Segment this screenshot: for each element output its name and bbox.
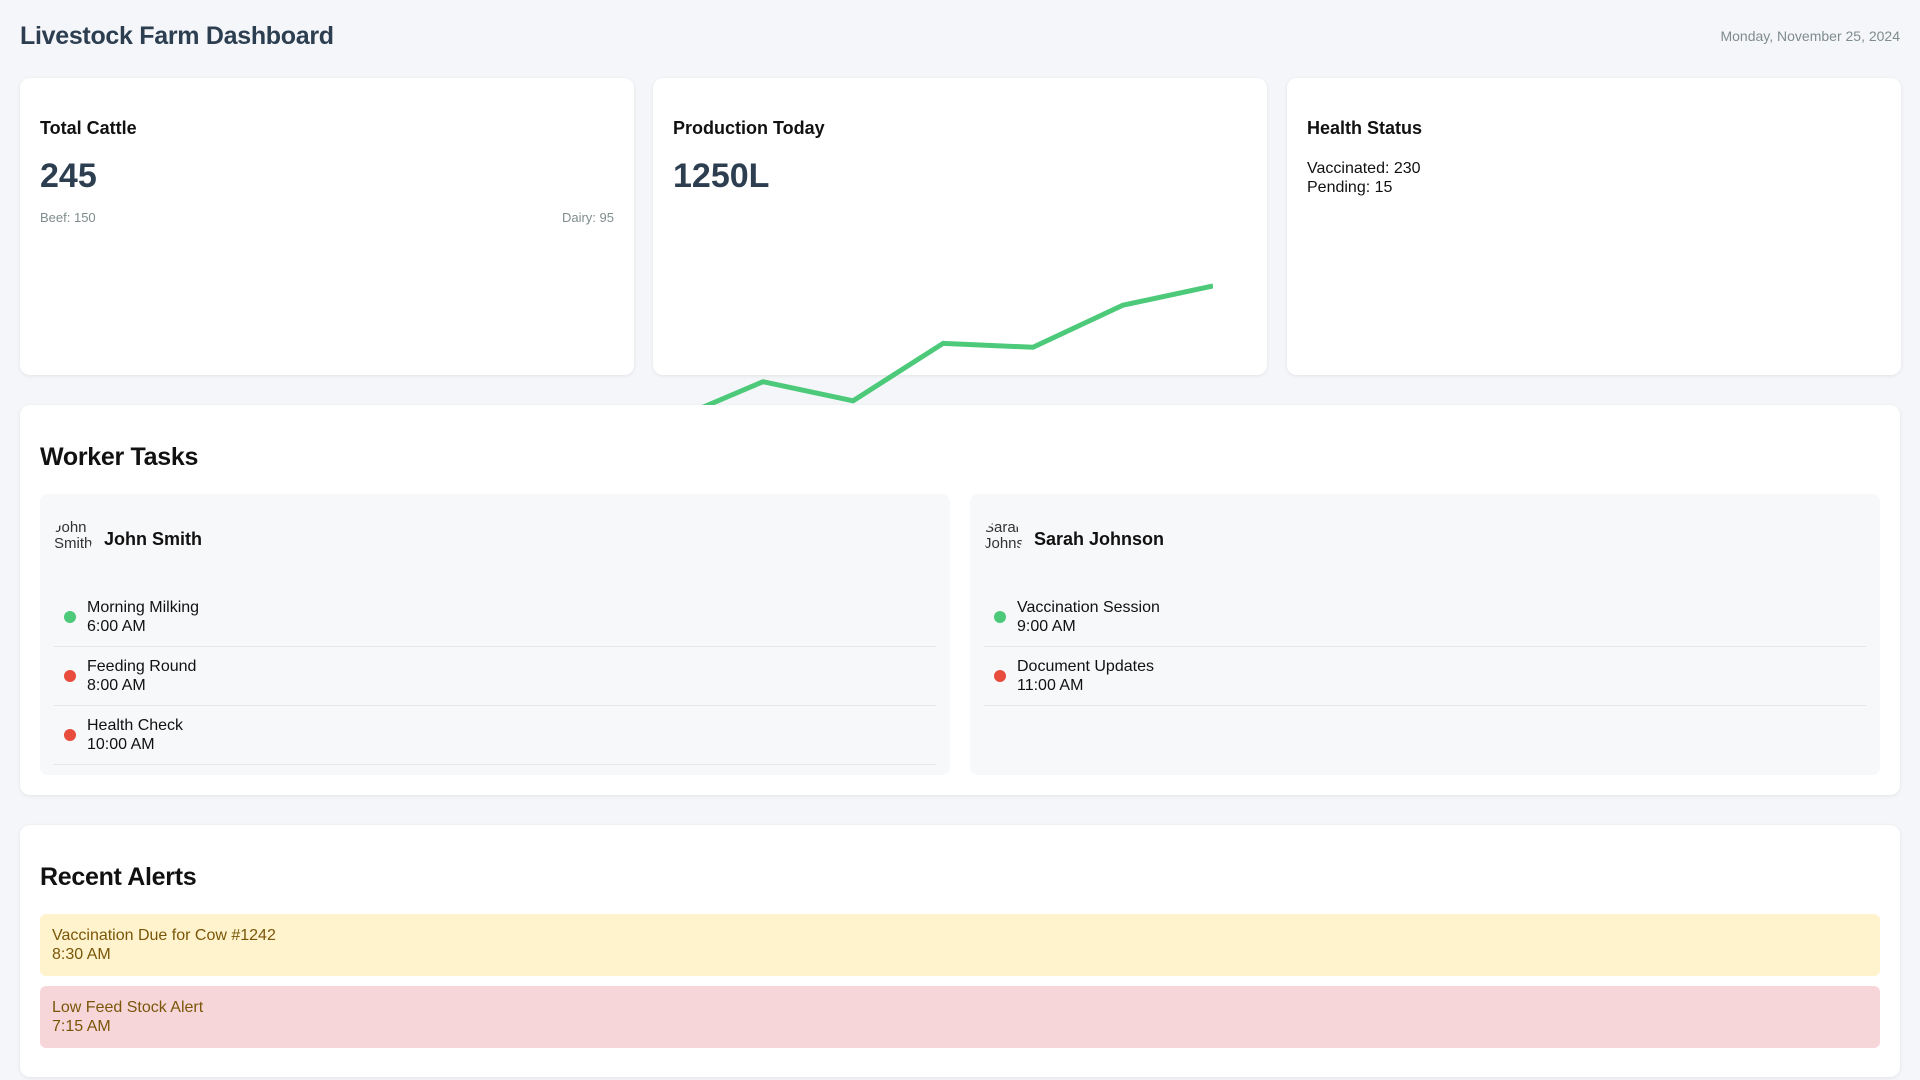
task-item[interactable]: Feeding Round 8:00 AM [54,647,936,706]
health-status-card: Health Status Vaccinated: 230 Pending: 1… [1287,78,1901,375]
task-time: 9:00 AM [1017,618,1076,635]
worker-card: John Smith John Smith Morning Milking 6:00 … [40,494,950,775]
health-status-details: Vaccinated: 230 Pending: 15 [1307,159,1881,197]
alert-time: 7:15 AM [52,1018,111,1035]
production-series-line [673,283,1213,423]
task-item[interactable]: Document Updates 11:00 AM [984,647,1866,706]
status-pending-icon [64,670,76,682]
worker-grid: John Smith John Smith Morning Milking 6:00 … [40,494,1880,775]
alert-warning[interactable]: Vaccination Due for Cow #1242 8:30 AM [40,914,1880,976]
task-text: Health Check 10:00 AM [87,716,183,754]
total-cattle-card: Total Cattle 245 Beef: 150 Dairy: 95 [20,78,634,375]
pending-count: Pending: 15 [1307,179,1393,196]
status-pending-icon [994,670,1006,682]
task-time: 8:00 AM [87,677,146,694]
task-item[interactable]: Health Check 10:00 AM [54,706,936,765]
task-item[interactable]: Vaccination Session 9:00 AM [984,588,1866,647]
dairy-count: Dairy: 95 [561,210,614,225]
worker-card: Sarah Johnson Sarah Johnson Vaccination Se… [970,494,1880,775]
cattle-breakdown: Beef: 150 Dairy: 95 [40,210,614,225]
worker-header: Sarah Johnson Sarah Johnson [984,520,1866,558]
worker-name: John Smith [104,528,202,549]
health-status-title: Health Status [1307,118,1423,138]
alerts-list: Vaccination Due for Cow #1242 8:30 AM Low … [40,914,1880,1048]
total-cattle-title: Total Cattle [40,118,137,138]
alert-message: Vaccination Due for Cow #1242 [52,927,276,944]
total-cattle-value: 245 [40,157,97,195]
task-name: Health Check [87,717,184,734]
production-line-chart [673,283,1213,423]
task-text: Document Updates 11:00 AM [1017,657,1154,695]
task-name: Morning Milking [87,599,200,616]
worker-tasks-section: Worker Tasks John Smith John Smith Morning… [20,405,1900,795]
task-text: Morning Milking 6:00 AM [87,598,199,636]
worker-tasks-title: Worker Tasks [40,443,199,471]
task-time: 10:00 AM [87,736,155,753]
status-done-icon [64,611,76,623]
task-name: Feeding Round [87,658,197,675]
alert-danger[interactable]: Low Feed Stock Alert 7:15 AM [40,986,1880,1048]
task-text: Vaccination Session 9:00 AM [1017,598,1160,636]
task-name: Document Updates [1017,658,1154,675]
worker-name: Sarah Johnson [1034,528,1165,549]
beef-count: Beef: 150 [40,210,96,225]
current-date: Monday, November 25, 2024 [1720,28,1900,44]
task-time: 6:00 AM [87,618,146,635]
vaccinated-count: Vaccinated: 230 [1307,160,1421,177]
production-card: Production Today 1250L [653,78,1267,423]
task-name: Vaccination Session [1017,599,1160,616]
alert-time: 8:30 AM [52,946,111,963]
page-title: Livestock Farm Dashboard [20,21,334,50]
avatar: Sarah Johnson [984,520,1022,552]
status-pending-icon [64,729,76,741]
worker-header: John Smith John Smith [54,520,936,558]
status-done-icon [994,611,1006,623]
recent-alerts-section: Recent Alerts Vaccination Due for Cow #1… [20,825,1900,1077]
avatar: John Smith [54,520,92,552]
alert-message: Low Feed Stock Alert [52,999,204,1016]
recent-alerts-title: Recent Alerts [40,863,197,891]
task-text: Feeding Round 8:00 AM [87,657,196,695]
header-bar: Livestock Farm Dashboard Monday, Novembe… [20,16,1900,56]
production-value: 1250L [673,157,770,195]
task-time: 11:00 AM [1017,677,1084,694]
production-title: Production Today [673,118,825,138]
task-item[interactable]: Morning Milking 6:00 AM [54,588,936,647]
